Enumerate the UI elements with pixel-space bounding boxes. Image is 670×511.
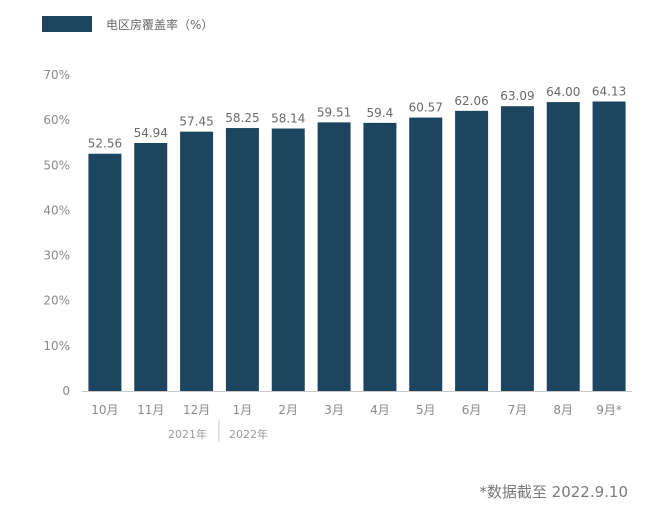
y-tick-label: 40% [43, 203, 70, 217]
year-label-2021: 2021年 [168, 427, 207, 441]
bar [500, 106, 534, 391]
bar-value-label: 57.45 [179, 115, 213, 129]
bar-value-label: 63.09 [500, 89, 534, 103]
y-tick-label: 10% [43, 339, 70, 353]
bar [88, 153, 122, 391]
x-tick-label: 6月 [462, 403, 482, 417]
bar [134, 142, 168, 391]
y-tick-label: 60% [43, 113, 70, 127]
bar [409, 117, 443, 392]
x-axis: 10月 11月 12月 1月 2月 3月 4月 5月 6月 7月 8月 9月* [91, 403, 622, 417]
bar [455, 110, 489, 391]
bar [592, 101, 626, 392]
x-tick-label: 11月 [137, 403, 164, 417]
bars: 52.56 54.94 57.45 58.25 58.14 59.51 59.4 60.57 6… [88, 84, 626, 392]
bar [180, 131, 214, 391]
y-axis: 0 10% 20% 30% 40% 50% 60% 70% [43, 68, 632, 398]
bar [271, 128, 305, 391]
y-tick-label: 30% [43, 249, 70, 263]
y-tick-label: 50% [43, 158, 70, 172]
x-tick-label: 2月 [278, 403, 298, 417]
footnote: *数据截至 2022.9.10 [479, 483, 628, 501]
bar-value-label: 60.57 [409, 101, 443, 115]
bar-value-label: 59.4 [367, 106, 394, 120]
bar [317, 122, 351, 391]
year-label-2022: 2022年 [229, 427, 268, 441]
bar-value-label: 64.13 [592, 84, 626, 98]
bar-value-label: 52.56 [88, 137, 122, 151]
x-tick-label: 8月 [553, 403, 573, 417]
bar [546, 102, 580, 391]
legend-swatch [42, 16, 92, 32]
bar-value-label: 62.06 [454, 94, 488, 108]
x-tick-label: 12月 [183, 403, 210, 417]
x-tick-label: 3月 [324, 403, 344, 417]
bar-value-label: 59.51 [317, 105, 351, 119]
x-tick-label: 7月 [508, 403, 528, 417]
bar-value-label: 54.94 [134, 126, 168, 140]
bar [363, 122, 397, 391]
y-tick-label: 0 [62, 384, 70, 398]
bar [225, 128, 259, 392]
x-tick-label: 10月 [91, 403, 118, 417]
x-tick-label: 1月 [233, 403, 253, 417]
legend-label: 电区房覆盖率（%） [106, 17, 213, 32]
y-tick-label: 70% [43, 68, 70, 82]
bar-value-label: 58.14 [271, 112, 305, 126]
bar-value-label: 58.25 [225, 111, 259, 125]
x-tick-label: 9月* [596, 403, 622, 417]
x-tick-label: 5月 [416, 403, 436, 417]
y-tick-label: 20% [43, 294, 70, 308]
x-tick-label: 4月 [370, 403, 390, 417]
bar-value-label: 64.00 [546, 85, 580, 99]
